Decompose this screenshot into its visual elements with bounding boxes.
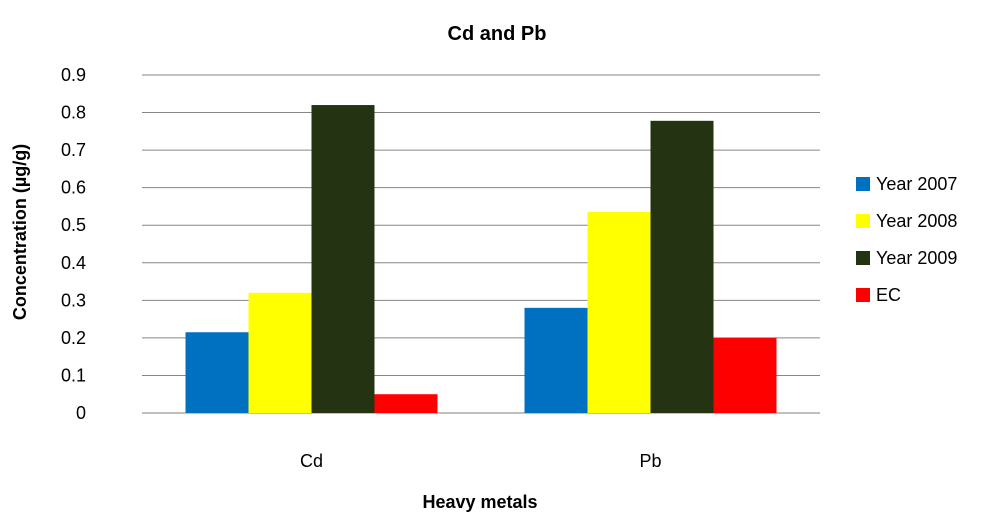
- y-tick-label: 0.5: [61, 215, 86, 235]
- bar-year-2007-pb: [524, 307, 588, 413]
- bar-ec-pb: [713, 337, 777, 413]
- bar-ec-cd: [374, 394, 438, 413]
- y-tick-label: 0.6: [61, 178, 86, 198]
- bars: [185, 105, 777, 414]
- y-tick-label: 0.3: [61, 290, 86, 310]
- legend-swatch: [856, 251, 870, 265]
- y-tick-label: 0: [76, 403, 86, 423]
- x-tick-label: Pb: [639, 451, 661, 471]
- bar-year-2009-pb: [650, 120, 714, 413]
- legend-swatch: [856, 214, 870, 228]
- chart-title: Cd and Pb: [448, 23, 547, 45]
- legend: Year 2007 Year 2008 Year 2009 EC: [856, 174, 957, 305]
- legend-label: EC: [876, 285, 901, 305]
- y-axis-title: Concentration (µg/g): [10, 144, 30, 320]
- x-axis-ticks: Cd Pb: [300, 451, 662, 471]
- legend-swatch: [856, 288, 870, 302]
- y-tick-label: 0.8: [61, 103, 86, 123]
- legend-label: Year 2007: [876, 174, 957, 194]
- bar-year-2008-pb: [587, 212, 651, 413]
- y-tick-label: 0.4: [61, 253, 86, 273]
- y-tick-label: 0.2: [61, 328, 86, 348]
- legend-label: Year 2009: [876, 248, 957, 268]
- x-tick-label: Cd: [300, 451, 323, 471]
- y-tick-label: 0.7: [61, 140, 86, 160]
- bar-year-2009-cd: [311, 105, 375, 414]
- x-axis-title: Heavy metals: [422, 492, 537, 512]
- y-tick-label: 0.1: [61, 365, 86, 385]
- y-tick-label: 0.9: [61, 65, 86, 85]
- bar-year-2007-cd: [185, 332, 249, 413]
- y-axis-ticks: 0 0.1 0.2 0.3 0.4 0.5 0.6 0.7 0.8 0.9: [61, 65, 86, 423]
- legend-swatch: [856, 177, 870, 191]
- legend-label: Year 2008: [876, 211, 957, 231]
- bar-year-2008-cd: [248, 292, 312, 413]
